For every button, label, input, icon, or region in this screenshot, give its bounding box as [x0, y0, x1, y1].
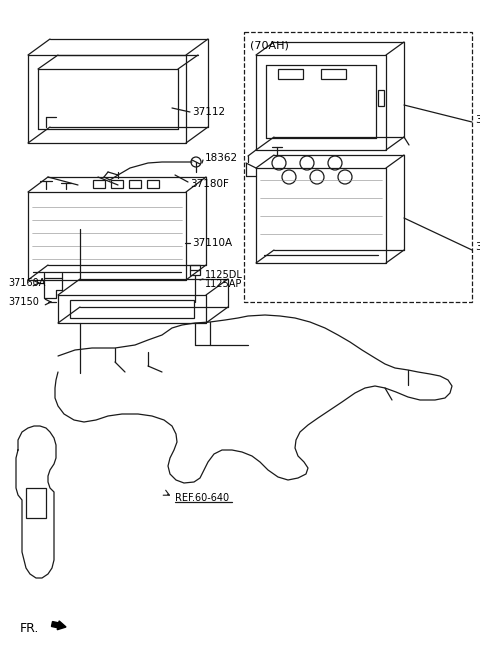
Text: 37150: 37150	[8, 297, 39, 307]
Text: 37112: 37112	[192, 107, 225, 117]
Bar	[321, 69, 346, 79]
FancyArrow shape	[51, 621, 66, 629]
Bar	[278, 69, 303, 79]
Bar	[26, 488, 46, 518]
Text: 37180F: 37180F	[190, 179, 229, 189]
Text: (70AH): (70AH)	[250, 41, 289, 51]
Text: FR.: FR.	[20, 622, 39, 635]
Text: 1125DL: 1125DL	[205, 270, 243, 280]
Text: 18362: 18362	[205, 153, 238, 163]
Bar	[129, 180, 141, 188]
Text: 37160A: 37160A	[8, 278, 46, 288]
Text: 37112: 37112	[475, 115, 480, 125]
Bar	[93, 180, 105, 188]
Text: 37110A: 37110A	[192, 238, 232, 248]
Bar	[190, 265, 200, 275]
Bar	[378, 90, 384, 106]
Bar	[70, 300, 194, 318]
Text: REF.60-640: REF.60-640	[175, 493, 229, 503]
Bar	[244, 32, 472, 302]
Bar	[111, 180, 123, 188]
Text: 37110A: 37110A	[475, 242, 480, 252]
Bar	[147, 180, 159, 188]
Text: 1125AP: 1125AP	[205, 279, 242, 289]
